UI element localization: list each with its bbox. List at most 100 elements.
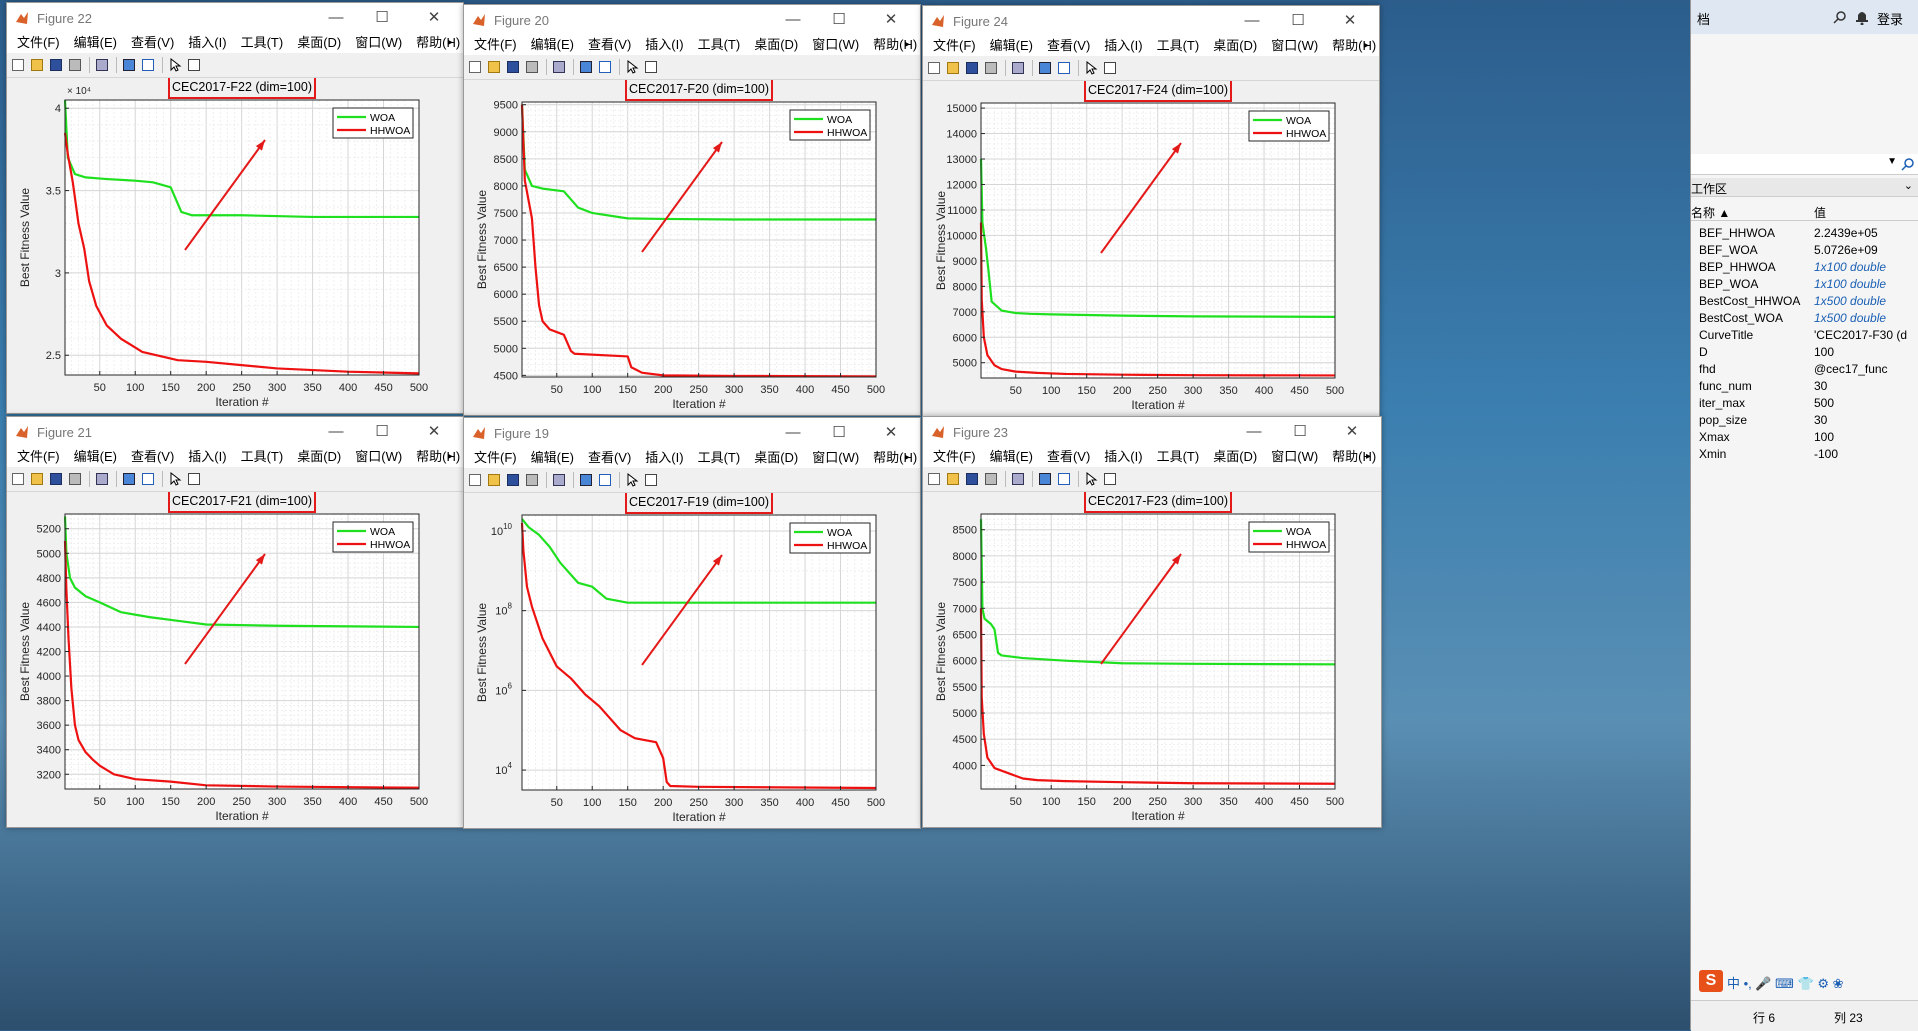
maximize-icon[interactable]: ☐ — [1291, 12, 1305, 29]
save-icon[interactable] — [49, 472, 63, 486]
menu-item[interactable]: 帮助(H) — [1332, 449, 1377, 464]
maximize-icon[interactable]: ☐ — [375, 9, 389, 26]
colorbar-icon[interactable] — [1038, 61, 1052, 75]
open-icon[interactable] — [946, 61, 960, 75]
menu-item[interactable]: 文件(F) — [474, 37, 517, 52]
close-icon[interactable]: ✕ — [1345, 423, 1359, 440]
open-icon[interactable] — [30, 58, 44, 72]
maximize-icon[interactable]: ☐ — [1293, 423, 1307, 440]
menu-item[interactable]: 文件(F) — [933, 38, 976, 53]
menu-item[interactable]: 编辑(E) — [73, 35, 117, 50]
save-icon[interactable] — [49, 58, 63, 72]
workspace-variable-row[interactable]: D 100 — [1691, 345, 1918, 362]
property-editor-icon[interactable] — [644, 473, 658, 487]
menu-item[interactable]: 插入(I) — [188, 449, 227, 464]
menu-item[interactable]: 查看(V) — [1046, 38, 1091, 53]
print-preview-icon[interactable] — [552, 60, 566, 74]
open-icon[interactable] — [487, 60, 501, 74]
menu-overflow-icon[interactable]: ▸ — [447, 37, 453, 48]
property-editor-icon[interactable] — [1103, 472, 1117, 486]
menu-item[interactable]: 窗口(W) — [355, 449, 403, 464]
window-titlebar[interactable]: Figure 21 — ☐ ✕ — [7, 417, 463, 447]
legend-icon[interactable] — [598, 473, 612, 487]
new-figure-icon[interactable] — [11, 472, 25, 486]
column-name[interactable]: 名称 ▲ — [1691, 206, 1731, 220]
open-icon[interactable] — [487, 473, 501, 487]
menu-item[interactable]: 工具(T) — [1156, 38, 1200, 53]
new-figure-icon[interactable] — [468, 473, 482, 487]
workspace-variable-row[interactable]: BEF_HHWOA 2.2439e+05 — [1691, 226, 1918, 243]
legend-icon[interactable] — [1057, 472, 1071, 486]
pointer-icon[interactable] — [1084, 61, 1098, 75]
menu-item[interactable]: 桌面(D) — [297, 449, 342, 464]
menu-item[interactable]: 文件(F) — [17, 35, 60, 50]
menu-item[interactable]: 帮助(H) — [1332, 38, 1377, 53]
menu-overflow-icon[interactable]: ▸ — [1363, 40, 1369, 51]
menu-item[interactable]: 插入(I) — [1104, 38, 1143, 53]
minimize-icon[interactable]: — — [1244, 12, 1260, 29]
menu-item[interactable]: 桌面(D) — [297, 35, 342, 50]
menu-item[interactable]: 编辑(E) — [530, 37, 574, 52]
print-icon[interactable] — [525, 473, 539, 487]
menu-item[interactable]: 帮助(H) — [873, 450, 918, 465]
workspace-variable-row[interactable]: iter_max 500 — [1691, 396, 1918, 413]
print-icon[interactable] — [68, 472, 82, 486]
menu-item[interactable]: 文件(F) — [933, 449, 976, 464]
minimize-icon[interactable]: — — [328, 9, 344, 26]
menu-item[interactable]: 桌面(D) — [1213, 38, 1258, 53]
print-icon[interactable] — [525, 60, 539, 74]
menu-item[interactable]: 桌面(D) — [754, 37, 799, 52]
maximize-icon[interactable]: ☐ — [832, 11, 846, 28]
search-field[interactable]: 档 — [1697, 12, 1711, 27]
menu-item[interactable]: 工具(T) — [697, 37, 741, 52]
minimize-icon[interactable]: — — [328, 423, 344, 440]
property-editor-icon[interactable] — [1103, 61, 1117, 75]
pointer-icon[interactable] — [625, 473, 639, 487]
menu-item[interactable]: 桌面(D) — [1213, 449, 1258, 464]
menu-item[interactable]: 编辑(E) — [530, 450, 574, 465]
legend-icon[interactable] — [141, 58, 155, 72]
menu-item[interactable]: 窗口(W) — [812, 450, 860, 465]
figure-window-21[interactable]: Figure 21 — ☐ ✕ 文件(F) 编辑(E) 查看(V) 插入(I) 工具(T) 桌面(… — [6, 416, 464, 828]
new-figure-icon[interactable] — [927, 61, 941, 75]
window-titlebar[interactable]: Figure 20 — ☐ ✕ — [464, 5, 920, 35]
window-titlebar[interactable]: Figure 24 — ☐ ✕ — [923, 6, 1379, 36]
menu-item[interactable]: 文件(F) — [17, 449, 60, 464]
legend-icon[interactable] — [141, 472, 155, 486]
menu-item[interactable]: 工具(T) — [240, 449, 284, 464]
save-icon[interactable] — [965, 472, 979, 486]
colorbar-icon[interactable] — [1038, 472, 1052, 486]
menu-item[interactable]: 查看(V) — [130, 35, 175, 50]
sogou-ime-icon[interactable]: S — [1699, 970, 1723, 992]
ime-status-icons[interactable]: 中 •, 🎤 ⌨ 👕 ⚙ ❀ — [1727, 976, 1844, 991]
workspace-variable-row[interactable]: BEF_WOA 5.0726e+09 — [1691, 243, 1918, 260]
menu-item[interactable]: 插入(I) — [645, 450, 684, 465]
menu-overflow-icon[interactable]: ▸ — [904, 39, 910, 50]
legend-icon[interactable] — [1057, 61, 1071, 75]
workspace-variable-row[interactable]: BEP_WOA 1x100 double — [1691, 277, 1918, 294]
print-preview-icon[interactable] — [1011, 472, 1025, 486]
address-bar[interactable]: ▼ — [1691, 154, 1918, 175]
figure-window-20[interactable]: Figure 20 — ☐ ✕ 文件(F) 编辑(E) 查看(V) 插入(I) 工具(T) 桌面(… — [463, 4, 921, 416]
menu-item[interactable]: 查看(V) — [130, 449, 175, 464]
menu-item[interactable]: 插入(I) — [1104, 449, 1143, 464]
minimize-icon[interactable]: — — [1246, 423, 1262, 440]
notification-bell-icon[interactable] — [1855, 9, 1869, 25]
print-preview-icon[interactable] — [1011, 61, 1025, 75]
menu-item[interactable]: 插入(I) — [188, 35, 227, 50]
pointer-icon[interactable] — [168, 58, 182, 72]
figure-window-23[interactable]: Figure 23 — ☐ ✕ 文件(F) 编辑(E) 查看(V) 插入(I) 工具(T) 桌面(… — [922, 416, 1382, 828]
menu-item[interactable]: 工具(T) — [1156, 449, 1200, 464]
chevron-down-icon[interactable]: ▼ — [1887, 156, 1897, 167]
maximize-icon[interactable]: ☐ — [832, 424, 846, 441]
menu-overflow-icon[interactable]: ▸ — [904, 452, 910, 463]
workspace-variable-row[interactable]: CurveTitle 'CEC2017-F30 (d — [1691, 328, 1918, 345]
menu-item[interactable]: 编辑(E) — [989, 449, 1033, 464]
menu-item[interactable]: 查看(V) — [1046, 449, 1091, 464]
minimize-icon[interactable]: — — [785, 11, 801, 28]
menu-item[interactable]: 编辑(E) — [73, 449, 117, 464]
menu-item[interactable]: 窗口(W) — [355, 35, 403, 50]
menu-item[interactable]: 编辑(E) — [989, 38, 1033, 53]
pointer-icon[interactable] — [1084, 472, 1098, 486]
collapse-icon[interactable]: ⌄ — [1903, 180, 1913, 192]
